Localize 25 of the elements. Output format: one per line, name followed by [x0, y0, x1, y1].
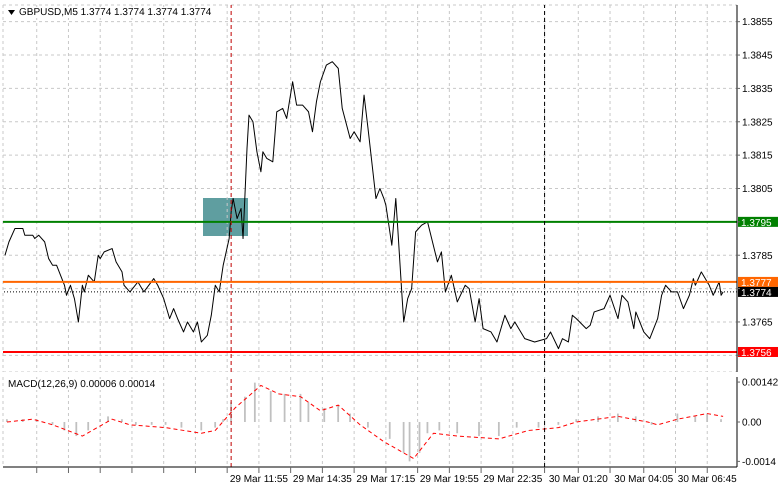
ref-line-label: 1.3795: [741, 218, 772, 229]
y-tick-label: 1.3855: [742, 17, 774, 28]
y-tick-label: 1.3765: [742, 318, 774, 329]
x-tick-label: 29 Mar 11:55: [230, 474, 288, 486]
y-tick-label: 0.00142: [742, 378, 779, 389]
x-tick-label: 29 Mar 19:55: [420, 474, 480, 486]
y-tick-label: 1.3815: [742, 150, 774, 162]
y-tick-label: 0.00: [742, 418, 762, 429]
x-tick-label: 29 Mar 17:15: [356, 474, 416, 486]
y-tick-label: 1.3785: [742, 250, 774, 262]
chart-title: MACD(12,26,9) 0.00006 0.00014: [8, 379, 156, 390]
ref-line-label: 1.3774: [741, 288, 772, 299]
x-tick-label: 29 Mar 22:35: [483, 474, 543, 486]
y-tick-label: 1.3825: [742, 117, 774, 128]
x-tick-label: 30 Mar 06:45: [678, 474, 738, 486]
ref-line-label: 1.3756: [741, 348, 772, 359]
chart-title: GBPUSD,M5 1.3774 1.3774 1.3774 1.3774: [19, 7, 212, 18]
ref-line-label: 1.3777: [741, 278, 772, 289]
y-tick-label: -0.0014: [742, 456, 776, 468]
x-tick-label: 30 Mar 01:20: [548, 474, 608, 486]
x-tick-label: 30 Mar 04:05: [614, 474, 674, 486]
y-tick-label: 1.3805: [742, 184, 774, 196]
y-tick-label: 1.3835: [742, 84, 774, 95]
y-tick-label: 1.3845: [742, 50, 774, 62]
x-tick-label: 29 Mar 14:35: [292, 474, 352, 486]
